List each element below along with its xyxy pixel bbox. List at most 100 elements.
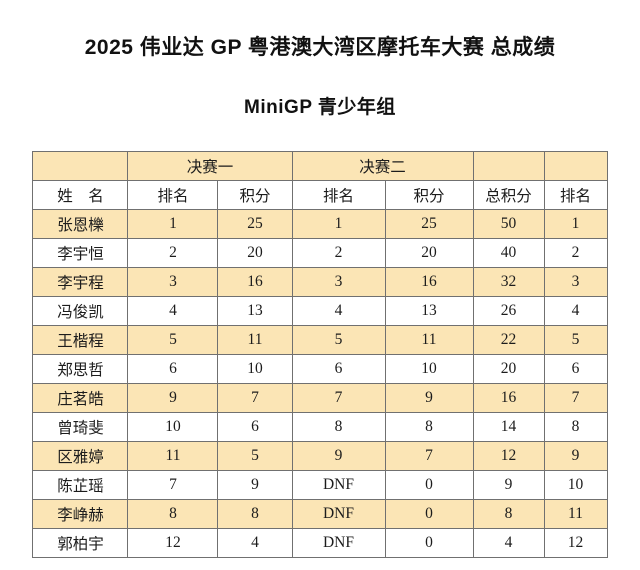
rider-name-cell: 李宇程: [32, 267, 129, 297]
table-row: 陈芷瑶 7 9 DNF 0 9 10: [32, 470, 608, 500]
final2-points-cell: 0: [384, 499, 474, 529]
group-header-total-blank: [472, 151, 545, 181]
final1-points-cell: 6: [217, 412, 293, 442]
overall-rank-cell: 11: [543, 499, 608, 529]
table-row: 曾琦斐 10 6 8 8 14 8: [32, 412, 608, 442]
table-row: 郭柏宇 12 4 DNF 0 4 12: [32, 528, 608, 558]
rider-name-cell: 冯俊凯: [32, 296, 129, 326]
final2-rank-cell: 3: [291, 267, 386, 297]
final1-rank-cell: 10: [127, 412, 219, 442]
page-title: 2025 伟业达 GP 粤港澳大湾区摩托车大赛 总成绩: [84, 36, 556, 59]
final2-rank-cell: 9: [291, 441, 386, 471]
overall-rank-cell: 1: [543, 209, 608, 239]
final2-points-cell: 25: [384, 209, 474, 239]
group-header-rank-blank: [543, 151, 608, 181]
overall-rank-cell: 9: [543, 441, 608, 471]
page-subtitle: MiniGP 青少年组: [244, 97, 396, 118]
final2-rank-cell: 1: [291, 209, 386, 239]
column-header-f1-rank: 排名: [127, 180, 219, 210]
rider-name-cell: 张恩櫟: [32, 209, 129, 239]
column-header-f2-rank: 排名: [291, 180, 386, 210]
total-points-cell: 22: [472, 325, 545, 355]
final1-rank-cell: 8: [127, 499, 219, 529]
column-header-name: 姓 名: [32, 180, 129, 210]
final1-rank-cell: 2: [127, 238, 219, 268]
final2-rank-cell: DNF: [291, 528, 386, 558]
column-header-total: 总积分: [472, 180, 545, 210]
rider-name-cell: 区雅婷: [32, 441, 129, 471]
final2-points-cell: 8: [384, 412, 474, 442]
final2-points-cell: 9: [384, 383, 474, 413]
results-page: 2025 伟业达 GP 粤港澳大湾区摩托车大赛 总成绩 MiniGP 青少年组 …: [0, 33, 640, 570]
final1-rank-cell: 7: [127, 470, 219, 500]
final1-points-cell: 16: [217, 267, 293, 297]
final1-rank-cell: 11: [127, 441, 219, 471]
table-row: 冯俊凯 4 13 4 13 26 4: [32, 296, 608, 326]
table-row: 李峥赫 8 8 DNF 0 8 11: [32, 499, 608, 529]
final2-points-cell: 7: [384, 441, 474, 471]
final1-rank-cell: 6: [127, 354, 219, 384]
overall-rank-cell: 5: [543, 325, 608, 355]
final1-rank-cell: 12: [127, 528, 219, 558]
group-header-final1: 决赛一: [127, 151, 293, 181]
final1-points-cell: 7: [217, 383, 293, 413]
final2-points-cell: 0: [384, 470, 474, 500]
final1-rank-cell: 1: [127, 209, 219, 239]
total-points-cell: 8: [472, 499, 545, 529]
total-points-cell: 12: [472, 441, 545, 471]
final1-rank-cell: 5: [127, 325, 219, 355]
group-header-row: 决赛一 决赛二: [32, 151, 608, 181]
overall-rank-cell: 8: [543, 412, 608, 442]
final1-points-cell: 9: [217, 470, 293, 500]
rider-name-cell: 郭柏宇: [32, 528, 129, 558]
final2-rank-cell: DNF: [291, 499, 386, 529]
final2-rank-cell: 8: [291, 412, 386, 442]
overall-rank-cell: 6: [543, 354, 608, 384]
final1-rank-cell: 9: [127, 383, 219, 413]
rider-name-cell: 郑思哲: [32, 354, 129, 384]
final2-rank-cell: 6: [291, 354, 386, 384]
final2-rank-cell: 5: [291, 325, 386, 355]
table-row: 张恩櫟 1 25 1 25 50 1: [32, 209, 608, 239]
total-points-cell: 50: [472, 209, 545, 239]
rider-name-cell: 曾琦斐: [32, 412, 129, 442]
final2-rank-cell: 7: [291, 383, 386, 413]
final1-points-cell: 25: [217, 209, 293, 239]
total-points-cell: 26: [472, 296, 545, 326]
final2-rank-cell: 2: [291, 238, 386, 268]
final2-rank-cell: 4: [291, 296, 386, 326]
total-points-cell: 16: [472, 383, 545, 413]
column-header-f1-points: 积分: [217, 180, 293, 210]
column-header-final-rank: 排名: [543, 180, 608, 210]
final2-points-cell: 11: [384, 325, 474, 355]
table-row: 郑思哲 6 10 6 10 20 6: [32, 354, 608, 384]
overall-rank-cell: 10: [543, 470, 608, 500]
final1-points-cell: 13: [217, 296, 293, 326]
overall-rank-cell: 2: [543, 238, 608, 268]
column-header-f2-points: 积分: [384, 180, 474, 210]
final2-rank-cell: DNF: [291, 470, 386, 500]
table-row: 庄茗皓 9 7 7 9 16 7: [32, 383, 608, 413]
final1-rank-cell: 3: [127, 267, 219, 297]
column-header-row: 姓 名 排名 积分 排名 积分 总积分 排名: [32, 180, 608, 210]
final2-points-cell: 13: [384, 296, 474, 326]
total-points-cell: 40: [472, 238, 545, 268]
group-header-final2: 决赛二: [291, 151, 474, 181]
overall-rank-cell: 7: [543, 383, 608, 413]
total-points-cell: 4: [472, 528, 545, 558]
final1-points-cell: 4: [217, 528, 293, 558]
table-row: 王楷程 5 11 5 11 22 5: [32, 325, 608, 355]
final2-points-cell: 20: [384, 238, 474, 268]
results-table: 决赛一 决赛二 姓 名 排名 积分 排名 积分 总积分 排名 张恩櫟 1 25 1 25…: [32, 151, 608, 558]
final1-rank-cell: 4: [127, 296, 219, 326]
final2-points-cell: 0: [384, 528, 474, 558]
total-points-cell: 32: [472, 267, 545, 297]
table-row: 李宇恒 2 20 2 20 40 2: [32, 238, 608, 268]
overall-rank-cell: 12: [543, 528, 608, 558]
total-points-cell: 20: [472, 354, 545, 384]
overall-rank-cell: 4: [543, 296, 608, 326]
table-row: 李宇程 3 16 3 16 32 3: [32, 267, 608, 297]
final2-points-cell: 16: [384, 267, 474, 297]
total-points-cell: 9: [472, 470, 545, 500]
final1-points-cell: 11: [217, 325, 293, 355]
